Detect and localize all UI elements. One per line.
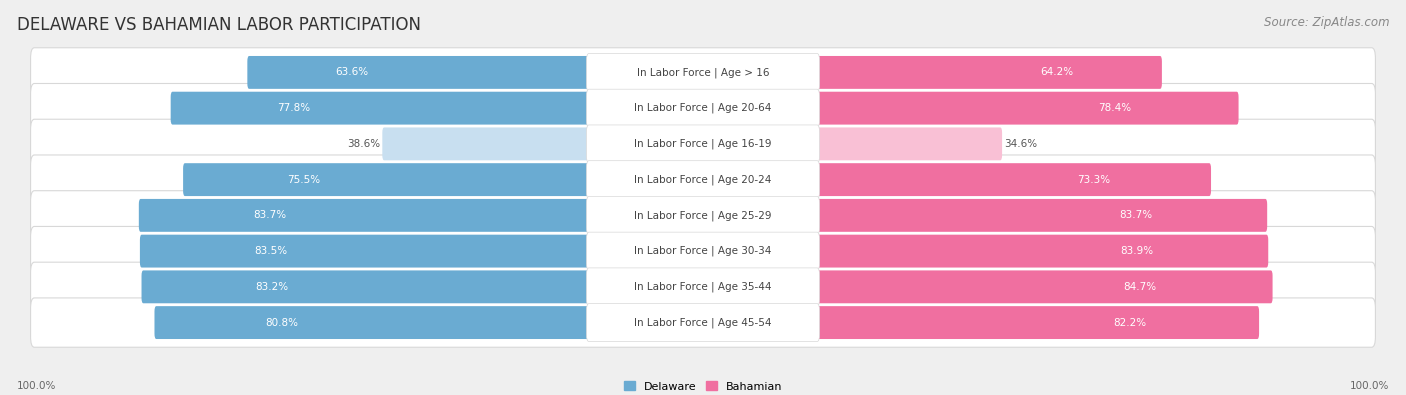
FancyBboxPatch shape xyxy=(811,199,1267,232)
Text: 34.6%: 34.6% xyxy=(1004,139,1038,149)
Text: 83.7%: 83.7% xyxy=(1119,211,1153,220)
FancyBboxPatch shape xyxy=(586,268,820,306)
FancyBboxPatch shape xyxy=(811,306,1260,339)
FancyBboxPatch shape xyxy=(247,56,595,89)
FancyBboxPatch shape xyxy=(586,232,820,270)
FancyBboxPatch shape xyxy=(382,128,595,160)
FancyBboxPatch shape xyxy=(31,48,1375,97)
Text: In Labor Force | Age > 16: In Labor Force | Age > 16 xyxy=(637,67,769,78)
Text: 100.0%: 100.0% xyxy=(17,381,56,391)
FancyBboxPatch shape xyxy=(586,53,820,91)
FancyBboxPatch shape xyxy=(31,119,1375,169)
FancyBboxPatch shape xyxy=(139,199,595,232)
Text: 64.2%: 64.2% xyxy=(1040,68,1073,77)
FancyBboxPatch shape xyxy=(31,298,1375,347)
Legend: Delaware, Bahamian: Delaware, Bahamian xyxy=(620,377,786,395)
FancyBboxPatch shape xyxy=(170,92,595,124)
FancyBboxPatch shape xyxy=(811,56,1161,89)
FancyBboxPatch shape xyxy=(142,271,595,303)
Text: 83.7%: 83.7% xyxy=(253,211,287,220)
FancyBboxPatch shape xyxy=(31,155,1375,204)
Text: In Labor Force | Age 20-24: In Labor Force | Age 20-24 xyxy=(634,174,772,185)
Text: In Labor Force | Age 45-54: In Labor Force | Age 45-54 xyxy=(634,317,772,328)
Text: 38.6%: 38.6% xyxy=(347,139,381,149)
Text: 75.5%: 75.5% xyxy=(287,175,321,184)
FancyBboxPatch shape xyxy=(811,128,1002,160)
Text: 78.4%: 78.4% xyxy=(1098,103,1130,113)
Text: 84.7%: 84.7% xyxy=(1123,282,1156,292)
FancyBboxPatch shape xyxy=(31,83,1375,133)
Text: 82.2%: 82.2% xyxy=(1114,318,1146,327)
Text: In Labor Force | Age 35-44: In Labor Force | Age 35-44 xyxy=(634,282,772,292)
FancyBboxPatch shape xyxy=(586,125,820,163)
FancyBboxPatch shape xyxy=(31,226,1375,276)
FancyBboxPatch shape xyxy=(811,163,1211,196)
Text: 83.9%: 83.9% xyxy=(1121,246,1153,256)
FancyBboxPatch shape xyxy=(586,196,820,234)
Text: 100.0%: 100.0% xyxy=(1350,381,1389,391)
FancyBboxPatch shape xyxy=(586,304,820,342)
FancyBboxPatch shape xyxy=(141,235,595,267)
FancyBboxPatch shape xyxy=(811,92,1239,124)
FancyBboxPatch shape xyxy=(31,191,1375,240)
Text: In Labor Force | Age 20-64: In Labor Force | Age 20-64 xyxy=(634,103,772,113)
Text: 83.5%: 83.5% xyxy=(254,246,288,256)
Text: In Labor Force | Age 16-19: In Labor Force | Age 16-19 xyxy=(634,139,772,149)
FancyBboxPatch shape xyxy=(586,161,820,199)
Text: 80.8%: 80.8% xyxy=(266,318,298,327)
Text: 63.6%: 63.6% xyxy=(335,68,368,77)
FancyBboxPatch shape xyxy=(155,306,595,339)
Text: 77.8%: 77.8% xyxy=(277,103,311,113)
Text: 73.3%: 73.3% xyxy=(1077,175,1111,184)
FancyBboxPatch shape xyxy=(31,262,1375,312)
Text: In Labor Force | Age 30-34: In Labor Force | Age 30-34 xyxy=(634,246,772,256)
Text: 83.2%: 83.2% xyxy=(256,282,288,292)
Text: DELAWARE VS BAHAMIAN LABOR PARTICIPATION: DELAWARE VS BAHAMIAN LABOR PARTICIPATION xyxy=(17,16,420,34)
Text: In Labor Force | Age 25-29: In Labor Force | Age 25-29 xyxy=(634,210,772,221)
Text: Source: ZipAtlas.com: Source: ZipAtlas.com xyxy=(1264,16,1389,29)
FancyBboxPatch shape xyxy=(811,271,1272,303)
FancyBboxPatch shape xyxy=(811,235,1268,267)
FancyBboxPatch shape xyxy=(586,89,820,127)
FancyBboxPatch shape xyxy=(183,163,595,196)
